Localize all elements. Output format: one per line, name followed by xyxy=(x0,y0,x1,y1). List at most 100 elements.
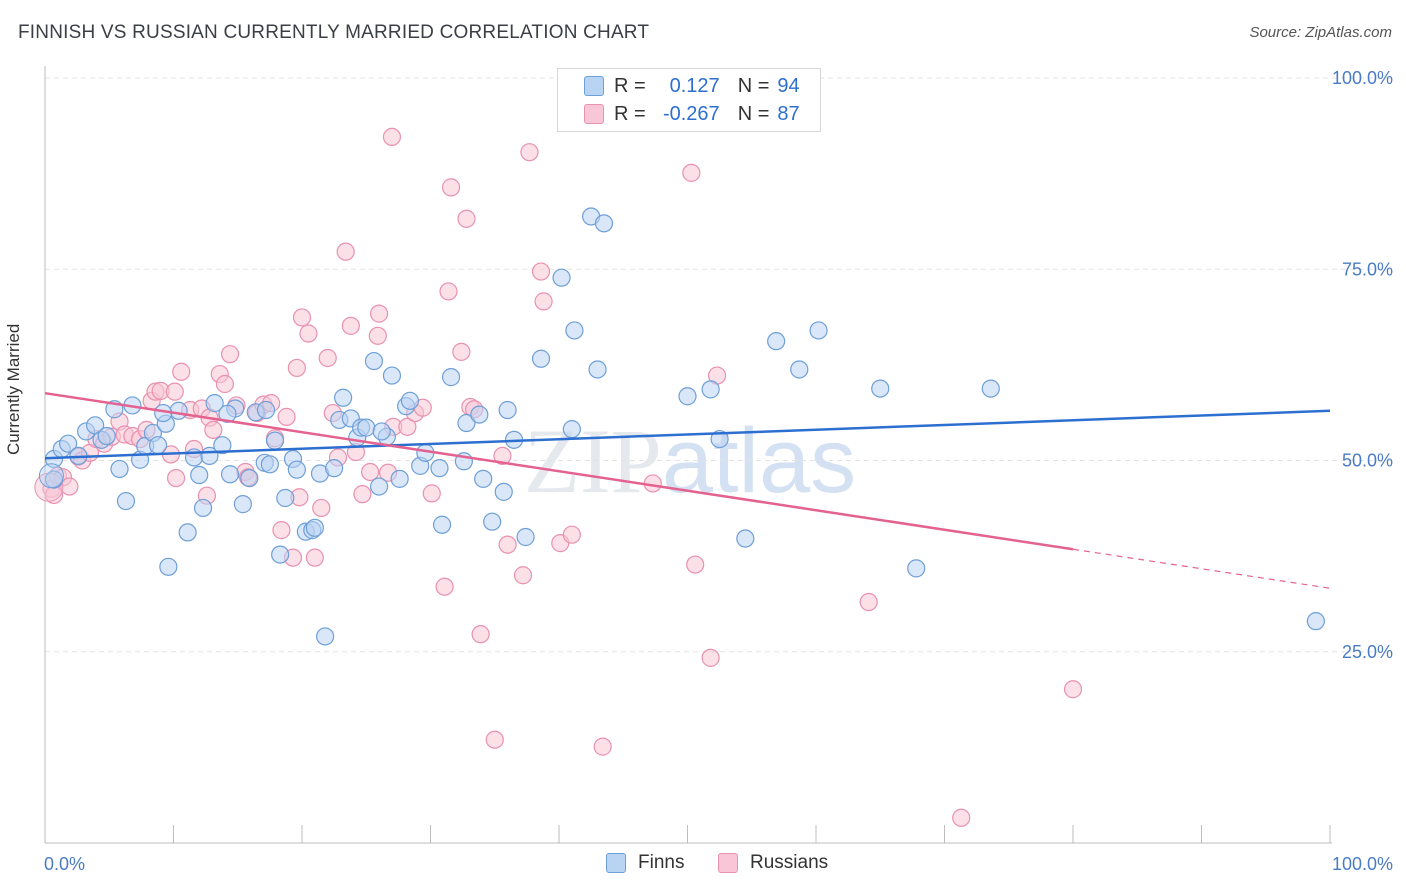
finns-point xyxy=(871,379,890,398)
finns-point xyxy=(790,360,809,379)
russians-point xyxy=(498,535,517,554)
finns-point xyxy=(516,527,535,547)
russians-point xyxy=(534,292,553,311)
finns-point xyxy=(494,482,513,501)
russians-point xyxy=(562,525,581,544)
source-label: Source: ZipAtlas.com xyxy=(1249,24,1392,41)
finns-point xyxy=(565,321,584,340)
finns-point xyxy=(531,349,551,368)
legend-item-russians[interactable]: Russians xyxy=(718,852,828,874)
finns-point xyxy=(260,455,279,474)
watermark-zip: ZIP xyxy=(524,410,662,512)
russians-point xyxy=(336,242,355,261)
russians-point xyxy=(952,808,971,827)
russians-point xyxy=(441,178,461,197)
finns-point xyxy=(116,491,136,511)
russians-point xyxy=(215,374,234,394)
finns-point xyxy=(178,523,197,542)
finns-point xyxy=(59,434,78,453)
legend-item-finns[interactable]: Finns xyxy=(606,852,684,874)
finns-point xyxy=(552,268,571,287)
finns-point xyxy=(594,214,614,233)
russians-point xyxy=(318,348,337,368)
russians-point xyxy=(172,362,191,381)
finns-point xyxy=(981,379,1000,398)
finns-point xyxy=(325,459,344,478)
russians-point xyxy=(520,143,539,162)
finns-point xyxy=(218,404,237,423)
russians-trend-line xyxy=(44,391,1074,551)
finns-point xyxy=(701,380,720,399)
russians-point xyxy=(531,262,551,281)
finns-point xyxy=(400,391,420,410)
russians-point xyxy=(299,324,318,343)
russians-r-value: -0.267 xyxy=(662,102,720,125)
finns-point xyxy=(498,400,517,420)
russians-point xyxy=(277,407,296,426)
stats-legend: R = 0.127 N = 94 R = -0.267 N = 87 xyxy=(557,68,821,132)
russians-point xyxy=(398,417,417,436)
russians-legend-label: Russians xyxy=(750,852,829,873)
finns-point xyxy=(767,332,786,351)
finns-point xyxy=(193,498,213,518)
russians-point xyxy=(457,209,476,228)
finns-point xyxy=(372,422,391,441)
finns-point xyxy=(736,529,755,548)
russians-point xyxy=(422,484,441,503)
russians-point xyxy=(361,462,380,482)
russians-point xyxy=(368,326,387,345)
finns-point xyxy=(205,394,224,413)
finns-point xyxy=(159,557,178,576)
finns-point xyxy=(305,518,324,537)
finns-point xyxy=(233,495,252,514)
russians-point xyxy=(701,648,720,667)
finns-trend-line xyxy=(44,409,1331,460)
finns-point xyxy=(97,426,116,446)
russians-point xyxy=(493,446,512,466)
finns-point xyxy=(678,387,697,406)
finns-point xyxy=(213,436,232,455)
y-tick-label: 50.0% xyxy=(1342,451,1393,471)
russians-point xyxy=(292,308,312,327)
finns-legend-label: Finns xyxy=(638,852,685,873)
finns-point xyxy=(1306,612,1325,631)
finns-point xyxy=(276,488,295,508)
chart-title: FINNISH VS RUSSIAN CURRENTLY MARRIED COR… xyxy=(18,22,650,43)
finns-point xyxy=(148,436,168,455)
russians-point xyxy=(485,730,504,749)
y-tick-label: 25.0% xyxy=(1342,642,1393,662)
finns-point xyxy=(588,360,607,379)
finns-point xyxy=(271,545,290,564)
russians-r-label: R = xyxy=(614,102,646,125)
finns-n-value: 94 xyxy=(777,74,800,97)
y-tick-label: 100.0% xyxy=(1332,68,1393,88)
finns-point xyxy=(470,405,489,424)
finns-point xyxy=(220,465,240,484)
russians-point xyxy=(353,485,372,504)
finns-point xyxy=(370,477,389,496)
russians-point xyxy=(305,548,324,567)
russians-point xyxy=(220,345,240,364)
legend-row-russians: R = -0.267 N = 87 xyxy=(584,101,800,127)
finns-point xyxy=(287,460,306,479)
finns-swatch xyxy=(584,76,604,96)
finns-point xyxy=(240,468,259,488)
russians-point xyxy=(312,498,331,518)
russians-point xyxy=(204,420,223,439)
russians-point xyxy=(682,163,701,182)
finns-point xyxy=(907,559,926,578)
x-tick-label-min: 0.0% xyxy=(44,854,85,874)
russians-point xyxy=(60,477,79,496)
russians-swatch xyxy=(584,104,604,124)
russians-point xyxy=(287,358,306,378)
russians-point xyxy=(593,737,612,756)
russians-point xyxy=(1063,680,1083,699)
russians-point xyxy=(166,468,186,488)
russians-point xyxy=(435,577,454,596)
x-tick-label-max: 100.0% xyxy=(1332,854,1393,874)
finns-r-value: 0.127 xyxy=(669,74,720,97)
finns-point xyxy=(38,463,64,489)
finns-r-label: R = xyxy=(614,74,646,97)
finns-point xyxy=(265,431,285,450)
